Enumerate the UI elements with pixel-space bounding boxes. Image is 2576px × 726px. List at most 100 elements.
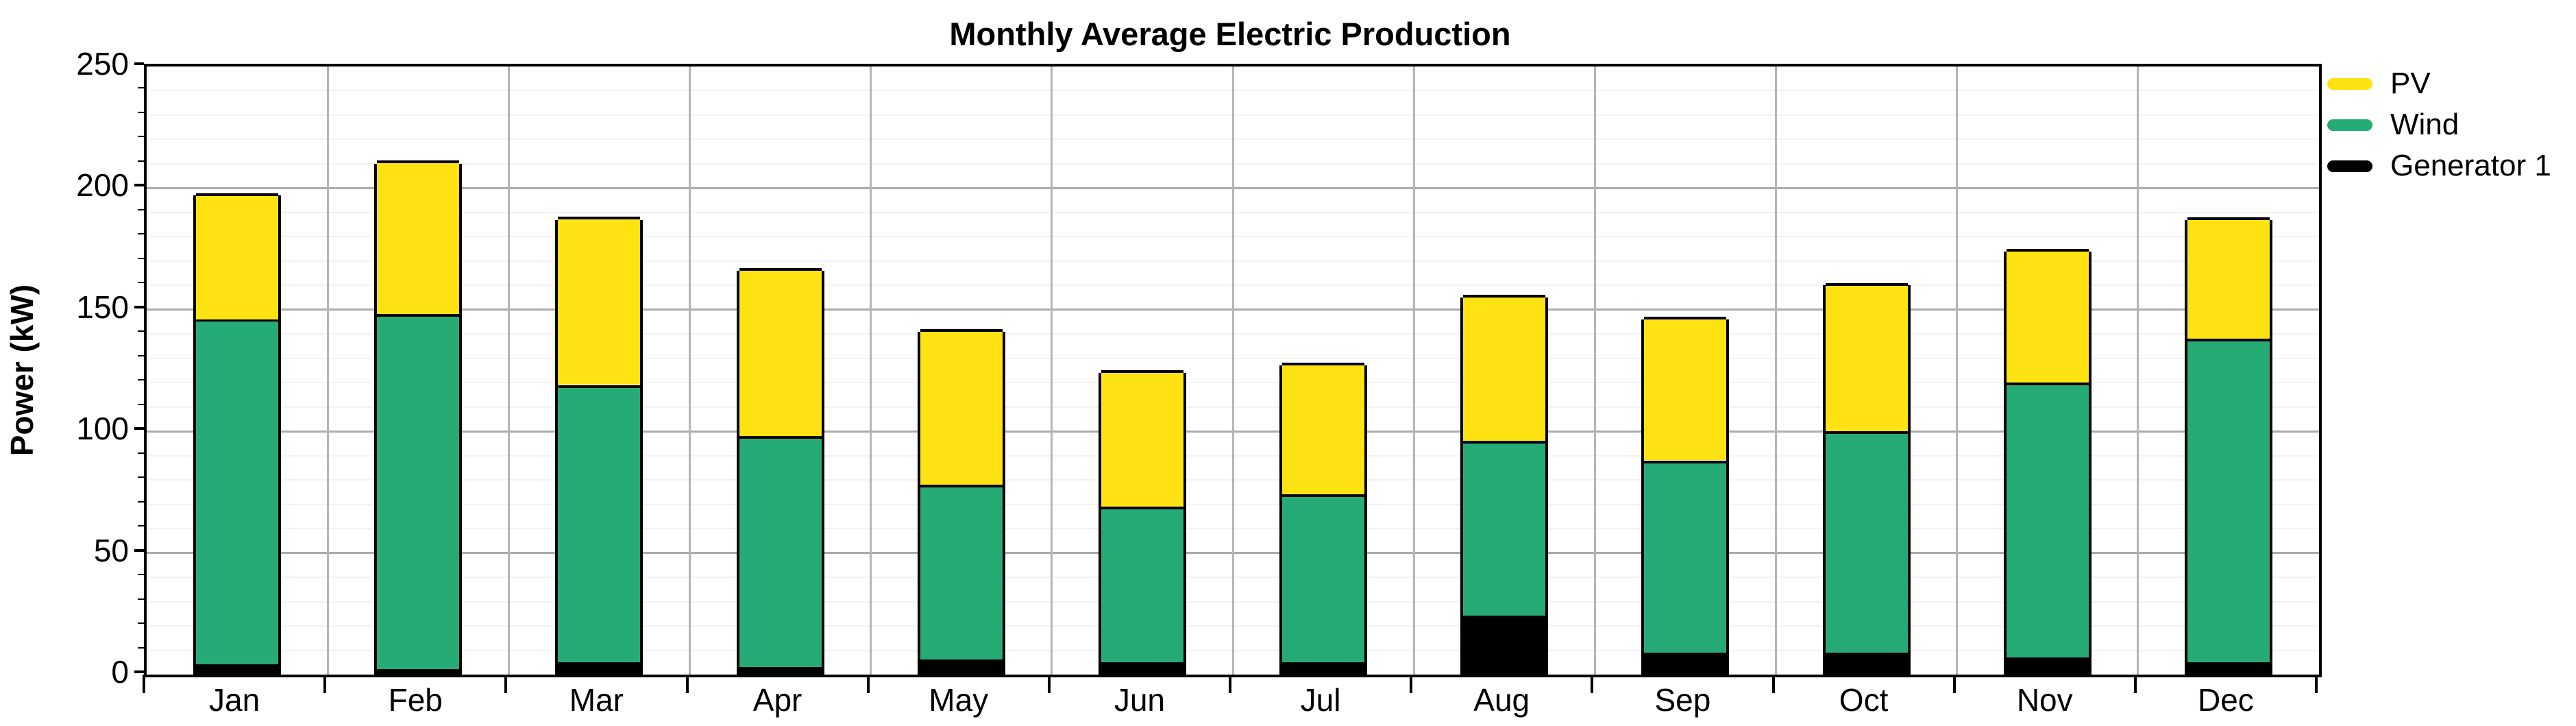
bar-segment-wind — [1644, 461, 1727, 653]
y-minor-tick — [138, 500, 144, 503]
bar-segment-generator-1 — [1101, 662, 1183, 672]
category-gridline — [870, 66, 872, 675]
bar-segment-pv — [1101, 370, 1183, 507]
category-gridline — [1051, 66, 1053, 675]
bar-segment-pv — [196, 193, 279, 319]
bar-segment-generator-1 — [2006, 657, 2089, 672]
y-tick-label: 200 — [76, 167, 129, 204]
x-tick — [1229, 675, 1231, 693]
legend-swatch-pv — [2327, 77, 2372, 90]
category-gridline — [689, 66, 691, 675]
x-tick — [2133, 675, 2137, 693]
stacked-bar-oct — [1822, 283, 1911, 675]
category-gridline — [1775, 66, 1777, 675]
y-minor-tick — [138, 257, 144, 259]
bar-segment-pv — [1644, 317, 1727, 460]
bar-segment-generator-1 — [377, 669, 460, 672]
x-tick — [1047, 675, 1051, 693]
x-tick-label: Dec — [2198, 682, 2254, 718]
plot-area — [144, 64, 2322, 677]
y-tick-label: 0 — [111, 654, 129, 690]
x-tick-label: Apr — [752, 682, 802, 718]
bar-segment-pv — [920, 329, 1003, 485]
legend-swatch-wind — [2327, 119, 2372, 131]
stacked-bar-mar — [555, 217, 643, 675]
stacked-bar-jun — [1098, 370, 1186, 675]
stacked-bar-may — [917, 329, 1005, 675]
category-gridline — [2137, 66, 2139, 675]
stacked-bar-feb — [374, 160, 463, 675]
legend-label: Wind — [2390, 108, 2460, 141]
stacked-bar-sep — [1641, 317, 1730, 675]
y-minor-tick — [138, 574, 144, 576]
x-tick-label: Nov — [2016, 682, 2073, 718]
y-minor-tick — [138, 330, 144, 332]
bar-segment-generator-1 — [920, 660, 1003, 672]
bar-segment-wind — [558, 385, 641, 662]
bar-segment-pv — [1282, 363, 1365, 494]
x-tick — [1771, 675, 1775, 693]
category-gridline — [326, 66, 329, 675]
bar-segment-wind — [196, 319, 279, 664]
x-tick — [866, 675, 870, 693]
category-gridline — [1231, 66, 1234, 675]
category-gridline — [1593, 66, 1596, 675]
category-gridline — [1956, 66, 1959, 675]
bar-segment-pv — [2006, 249, 2089, 383]
bar-segment-wind — [920, 485, 1003, 660]
stacked-bar-jul — [1279, 363, 1368, 675]
legend-label: Generator 1 — [2390, 149, 2551, 182]
bar-segment-wind — [1463, 441, 1546, 616]
x-tick-label: Mar — [569, 682, 624, 718]
x-tick-label: Aug — [1473, 682, 1530, 718]
y-tick-label: 250 — [76, 46, 129, 82]
bar-segment-generator-1 — [2187, 662, 2270, 672]
y-tick-label: 150 — [76, 289, 129, 325]
y-minor-tick — [138, 646, 144, 649]
x-tick — [143, 675, 145, 693]
y-minor-tick — [138, 403, 144, 405]
bar-segment-pv — [1463, 295, 1546, 441]
chart-title: Monthly Average Electric Production — [949, 16, 1511, 52]
bar-segment-generator-1 — [1282, 662, 1365, 672]
bar-segment-generator-1 — [739, 667, 822, 672]
y-minor-tick — [138, 622, 144, 625]
y-minor-tick — [138, 136, 144, 138]
y-minor-tick — [138, 282, 144, 284]
x-tick-label: Jun — [1114, 682, 1165, 718]
y-minor-tick — [138, 208, 144, 210]
category-gridline — [507, 66, 510, 675]
x-tick-label: Jan — [208, 682, 260, 718]
bar-segment-pv — [558, 217, 641, 385]
stacked-bar-nov — [2003, 249, 2092, 675]
bar-segment-pv — [1825, 283, 1908, 431]
y-axis-title: Power (kW) — [4, 284, 40, 457]
x-tick — [1410, 675, 1413, 693]
legend-item-generator-1: Generator 1 — [2327, 145, 2551, 186]
y-minor-tick — [138, 525, 144, 527]
x-tick — [504, 675, 508, 693]
y-minor-tick — [138, 87, 144, 89]
legend-label: PV — [2390, 66, 2431, 100]
y-minor-tick — [138, 111, 144, 113]
bar-segment-wind — [2187, 339, 2270, 662]
bar-segment-wind — [1282, 494, 1365, 662]
x-tick — [1952, 675, 1956, 693]
x-tick — [2315, 675, 2318, 693]
x-tick-label: Oct — [1839, 682, 1889, 718]
y-minor-tick — [138, 160, 144, 162]
y-minor-tick — [138, 354, 144, 356]
stacked-bar-aug — [1460, 295, 1549, 675]
x-tick-label: Sep — [1654, 682, 1711, 718]
bar-segment-wind — [1825, 431, 1908, 653]
x-tick — [323, 675, 327, 693]
y-major-tick — [134, 62, 144, 65]
y-major-tick — [134, 670, 144, 673]
bar-segment-pv — [2187, 217, 2270, 339]
bar-segment-generator-1 — [1644, 653, 1727, 672]
stacked-bar-dec — [2184, 217, 2272, 675]
bar-segment-wind — [377, 314, 460, 669]
y-major-tick — [134, 427, 144, 431]
x-tick-label: Jul — [1300, 682, 1341, 718]
